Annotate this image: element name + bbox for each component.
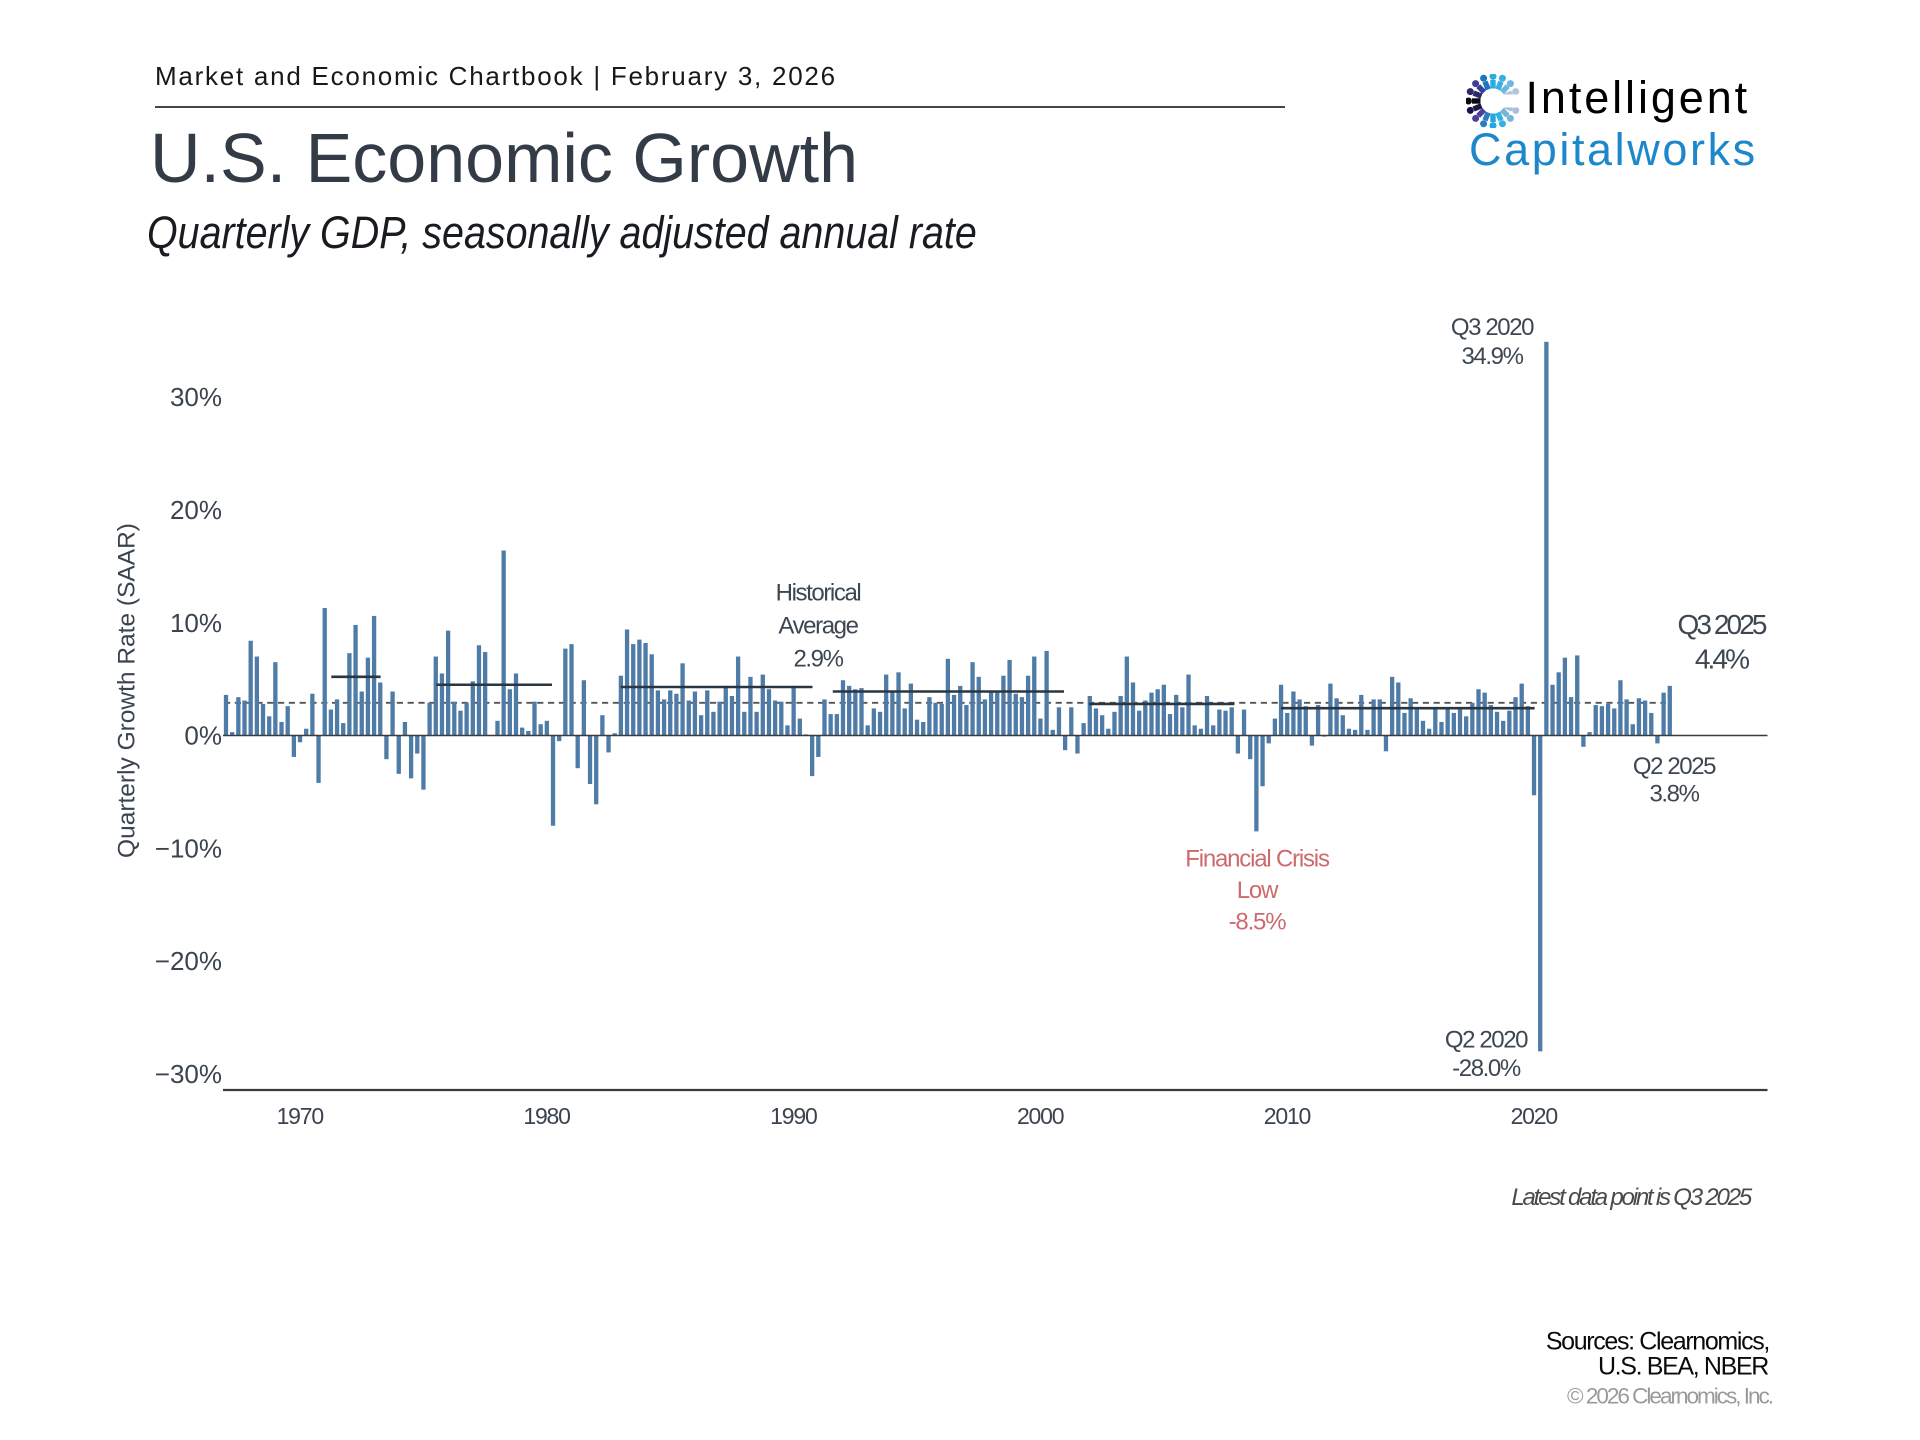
svg-text:−30%: −30% [155, 1059, 222, 1089]
svg-text:-8.5%: -8.5% [1229, 909, 1287, 936]
svg-text:Latest data point is Q3 2025: Latest data point is Q3 2025 [1511, 1184, 1752, 1211]
svg-text:2000: 2000 [1017, 1103, 1064, 1129]
svg-text:© 2026 Clearnomics, Inc.: © 2026 Clearnomics, Inc. [1567, 1383, 1773, 1408]
svg-text:30%: 30% [170, 382, 222, 412]
svg-text:1970: 1970 [277, 1103, 324, 1129]
svg-text:−10%: −10% [155, 833, 222, 863]
svg-text:1990: 1990 [770, 1103, 817, 1129]
svg-text:2010: 2010 [1264, 1103, 1311, 1129]
svg-text:Q3 2025: Q3 2025 [1677, 609, 1766, 640]
svg-text:0%: 0% [184, 721, 222, 751]
svg-text:Low: Low [1237, 877, 1279, 904]
svg-text:-28.0%: -28.0% [1452, 1055, 1521, 1082]
svg-text:10%: 10% [170, 608, 222, 638]
svg-text:U.S. BEA, NBER: U.S. BEA, NBER [1598, 1352, 1768, 1380]
svg-text:Q2 2025: Q2 2025 [1633, 753, 1716, 780]
svg-text:34.9%: 34.9% [1461, 343, 1523, 370]
svg-text:−20%: −20% [155, 946, 222, 976]
svg-text:2020: 2020 [1511, 1103, 1558, 1129]
svg-text:Historical: Historical [776, 579, 861, 606]
svg-text:2.9%: 2.9% [793, 645, 843, 672]
svg-text:4.4%: 4.4% [1695, 644, 1749, 675]
svg-text:20%: 20% [170, 495, 222, 525]
svg-text:Quarterly Growth Rate (SAAR): Quarterly Growth Rate (SAAR) [114, 523, 141, 858]
svg-text:Financial Crisis: Financial Crisis [1185, 845, 1330, 872]
svg-text:1980: 1980 [523, 1103, 570, 1129]
svg-text:Sources: Clearnomics,: Sources: Clearnomics, [1546, 1327, 1769, 1355]
svg-text:Average: Average [778, 612, 858, 639]
svg-text:Q3 2020: Q3 2020 [1451, 314, 1534, 341]
svg-text:Q2 2020: Q2 2020 [1445, 1026, 1528, 1053]
svg-text:3.8%: 3.8% [1649, 780, 1699, 807]
